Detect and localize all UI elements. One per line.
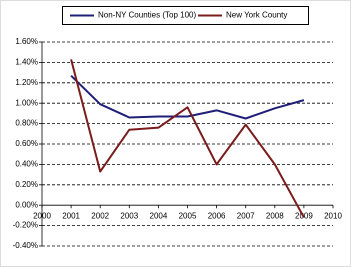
x-tick-label: 2002 bbox=[91, 211, 109, 220]
legend-label: New York County bbox=[226, 11, 287, 20]
x-tick-label: 2009 bbox=[295, 211, 313, 220]
series-line bbox=[70, 59, 305, 218]
y-tick-label: 1.20% bbox=[15, 78, 38, 87]
legend-label: Non-NY Counties (Top 100) bbox=[98, 11, 196, 20]
x-tick-label: 2006 bbox=[208, 211, 226, 220]
y-tick-label: -0.20% bbox=[13, 221, 38, 230]
x-tick-label: 2001 bbox=[62, 211, 80, 220]
y-tick-label: 0.20% bbox=[15, 180, 38, 189]
y-tick-label: 0.80% bbox=[15, 119, 38, 128]
x-tick-label: 2005 bbox=[179, 211, 197, 220]
y-tick-label: -0.40% bbox=[13, 241, 38, 250]
x-tick-label: 2010 bbox=[324, 211, 342, 220]
x-tick-label: 2003 bbox=[120, 211, 138, 220]
series-line bbox=[70, 74, 305, 120]
legend-box bbox=[62, 6, 309, 25]
x-tick-label: 2008 bbox=[266, 211, 284, 220]
y-tick-label: 0.60% bbox=[15, 139, 38, 148]
y-tick-label: 0.00% bbox=[15, 200, 38, 209]
y-tick-label: 1.00% bbox=[15, 98, 38, 107]
x-tick-label: 2007 bbox=[237, 211, 255, 220]
y-tick-label: 1.40% bbox=[15, 58, 38, 67]
x-tick-label: 2000 bbox=[33, 211, 51, 220]
y-tick-label: 1.60% bbox=[15, 37, 38, 46]
y-tick-label: 0.40% bbox=[15, 160, 38, 169]
x-tick-label: 2004 bbox=[150, 211, 168, 220]
